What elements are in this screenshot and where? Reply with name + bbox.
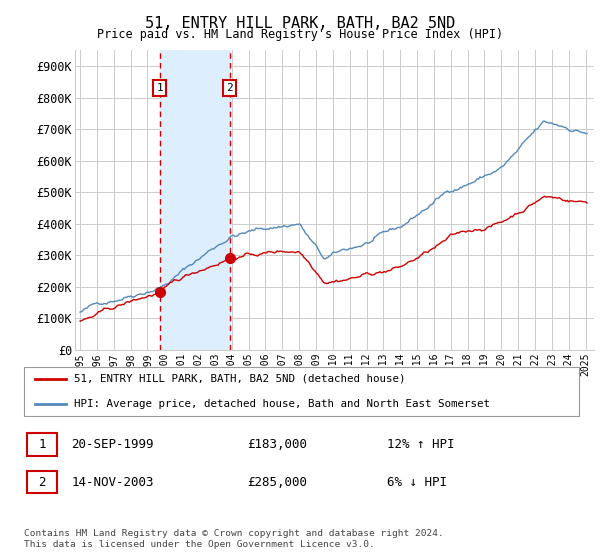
- Text: 12% ↑ HPI: 12% ↑ HPI: [387, 438, 454, 451]
- Text: 20-SEP-1999: 20-SEP-1999: [71, 438, 154, 451]
- Text: 1: 1: [156, 83, 163, 94]
- Text: 14-NOV-2003: 14-NOV-2003: [71, 475, 154, 488]
- FancyBboxPatch shape: [24, 367, 579, 416]
- Text: £183,000: £183,000: [247, 438, 307, 451]
- Text: Contains HM Land Registry data © Crown copyright and database right 2024.
This d: Contains HM Land Registry data © Crown c…: [24, 529, 444, 549]
- Text: 51, ENTRY HILL PARK, BATH, BA2 5ND: 51, ENTRY HILL PARK, BATH, BA2 5ND: [145, 16, 455, 31]
- Text: £285,000: £285,000: [247, 475, 307, 488]
- FancyBboxPatch shape: [27, 471, 58, 493]
- Text: Price paid vs. HM Land Registry's House Price Index (HPI): Price paid vs. HM Land Registry's House …: [97, 28, 503, 41]
- Text: 51, ENTRY HILL PARK, BATH, BA2 5ND (detached house): 51, ENTRY HILL PARK, BATH, BA2 5ND (deta…: [74, 374, 406, 384]
- Text: 2: 2: [38, 475, 46, 488]
- Text: HPI: Average price, detached house, Bath and North East Somerset: HPI: Average price, detached house, Bath…: [74, 399, 490, 409]
- Text: 1: 1: [38, 438, 46, 451]
- Text: 2: 2: [226, 83, 233, 94]
- Bar: [160, 50, 230, 350]
- Text: 6% ↓ HPI: 6% ↓ HPI: [387, 475, 446, 488]
- FancyBboxPatch shape: [27, 433, 58, 456]
